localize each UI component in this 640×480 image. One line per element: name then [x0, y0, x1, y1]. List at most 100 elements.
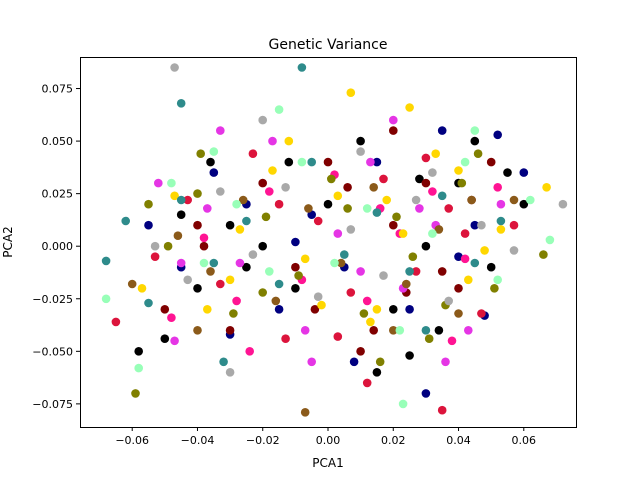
data-point [265, 187, 274, 196]
data-point [356, 136, 365, 146]
data-point [101, 294, 111, 304]
y-tick-label: 0.025 [42, 188, 74, 201]
data-point [300, 254, 310, 264]
data-point [372, 208, 382, 217]
data-point [349, 357, 359, 367]
data-point [457, 178, 467, 188]
data-point [274, 279, 284, 289]
data-point [405, 351, 414, 360]
data-point [340, 250, 349, 259]
data-point [199, 241, 209, 251]
data-point [398, 229, 408, 238]
data-point [131, 389, 140, 398]
data-point [323, 199, 333, 209]
data-point [428, 168, 437, 177]
data-point [389, 126, 398, 135]
data-point [144, 220, 153, 230]
data-point [304, 204, 313, 213]
data-point [183, 275, 192, 285]
data-point [173, 231, 183, 240]
y-tick-label: −0.050 [32, 345, 73, 358]
data-point [346, 288, 356, 297]
y-tick-label: 0.050 [42, 135, 74, 148]
data-point [405, 103, 414, 112]
data-point [408, 252, 418, 261]
data-point [372, 305, 382, 314]
data-point [470, 136, 480, 146]
data-point [333, 229, 343, 238]
data-point [206, 157, 215, 167]
data-point [382, 195, 392, 205]
data-point [372, 368, 382, 377]
data-point [421, 241, 431, 251]
data-point [405, 267, 414, 276]
data-point [225, 368, 235, 377]
data-point [444, 296, 454, 306]
data-point [203, 305, 212, 314]
data-point [225, 326, 235, 335]
data-point [372, 157, 382, 167]
data-point [402, 279, 411, 289]
data-point [196, 149, 205, 158]
data-point [284, 136, 294, 146]
data-point [137, 284, 147, 293]
x-tick-label: 0.06 [512, 434, 537, 447]
data-point [216, 126, 225, 135]
data-point [245, 347, 254, 356]
data-point [477, 309, 486, 318]
data-point [389, 220, 398, 230]
data-point [428, 229, 437, 238]
data-point [297, 157, 307, 167]
data-point [313, 292, 323, 302]
data-point [300, 408, 310, 417]
data-point [545, 235, 555, 245]
data-point [258, 241, 268, 251]
data-point [343, 183, 352, 192]
x-axis-ticks: −0.06 −0.04 −0.02 0.00 0.02 0.04 0.06 [115, 427, 536, 447]
data-point [170, 336, 179, 346]
data-point [235, 225, 245, 234]
data-point [389, 115, 398, 125]
data-point [330, 258, 339, 268]
data-point [300, 326, 310, 335]
data-point [441, 357, 450, 367]
data-point [493, 275, 503, 285]
x-tick-label: 0.02 [381, 434, 406, 447]
data-point [460, 157, 470, 167]
data-point [291, 262, 300, 272]
data-point [317, 300, 326, 310]
x-axis-label: PCA1 [312, 456, 343, 470]
data-point [437, 126, 447, 135]
data-point [235, 258, 245, 268]
data-point [268, 166, 277, 175]
data-point [248, 149, 258, 158]
data-point [509, 246, 519, 255]
data-point [176, 99, 186, 108]
y-tick-label: 0.000 [42, 240, 74, 253]
data-point [415, 174, 424, 184]
data-point [509, 195, 519, 205]
data-point [356, 147, 365, 156]
data-point [209, 258, 219, 268]
data-point [209, 168, 219, 177]
data-point [470, 258, 480, 268]
data-point [346, 88, 356, 97]
data-point [134, 363, 143, 373]
data-point [431, 149, 441, 158]
data-point [493, 183, 503, 192]
data-point [486, 157, 496, 167]
data-point [421, 153, 431, 163]
data-point [268, 136, 277, 146]
data-point [193, 220, 202, 230]
data-point [346, 225, 356, 234]
data-point [219, 357, 228, 367]
y-axis-ticks: −0.075 −0.050 −0.025 0.000 0.025 0.050 0.075 [32, 83, 80, 411]
y-tick-label: −0.025 [32, 293, 73, 306]
data-point [421, 178, 431, 188]
data-point [421, 326, 431, 335]
data-point [464, 326, 473, 335]
data-point [362, 296, 372, 306]
data-point [284, 157, 294, 167]
x-tick-label: −0.02 [246, 434, 280, 447]
data-point [242, 262, 251, 272]
